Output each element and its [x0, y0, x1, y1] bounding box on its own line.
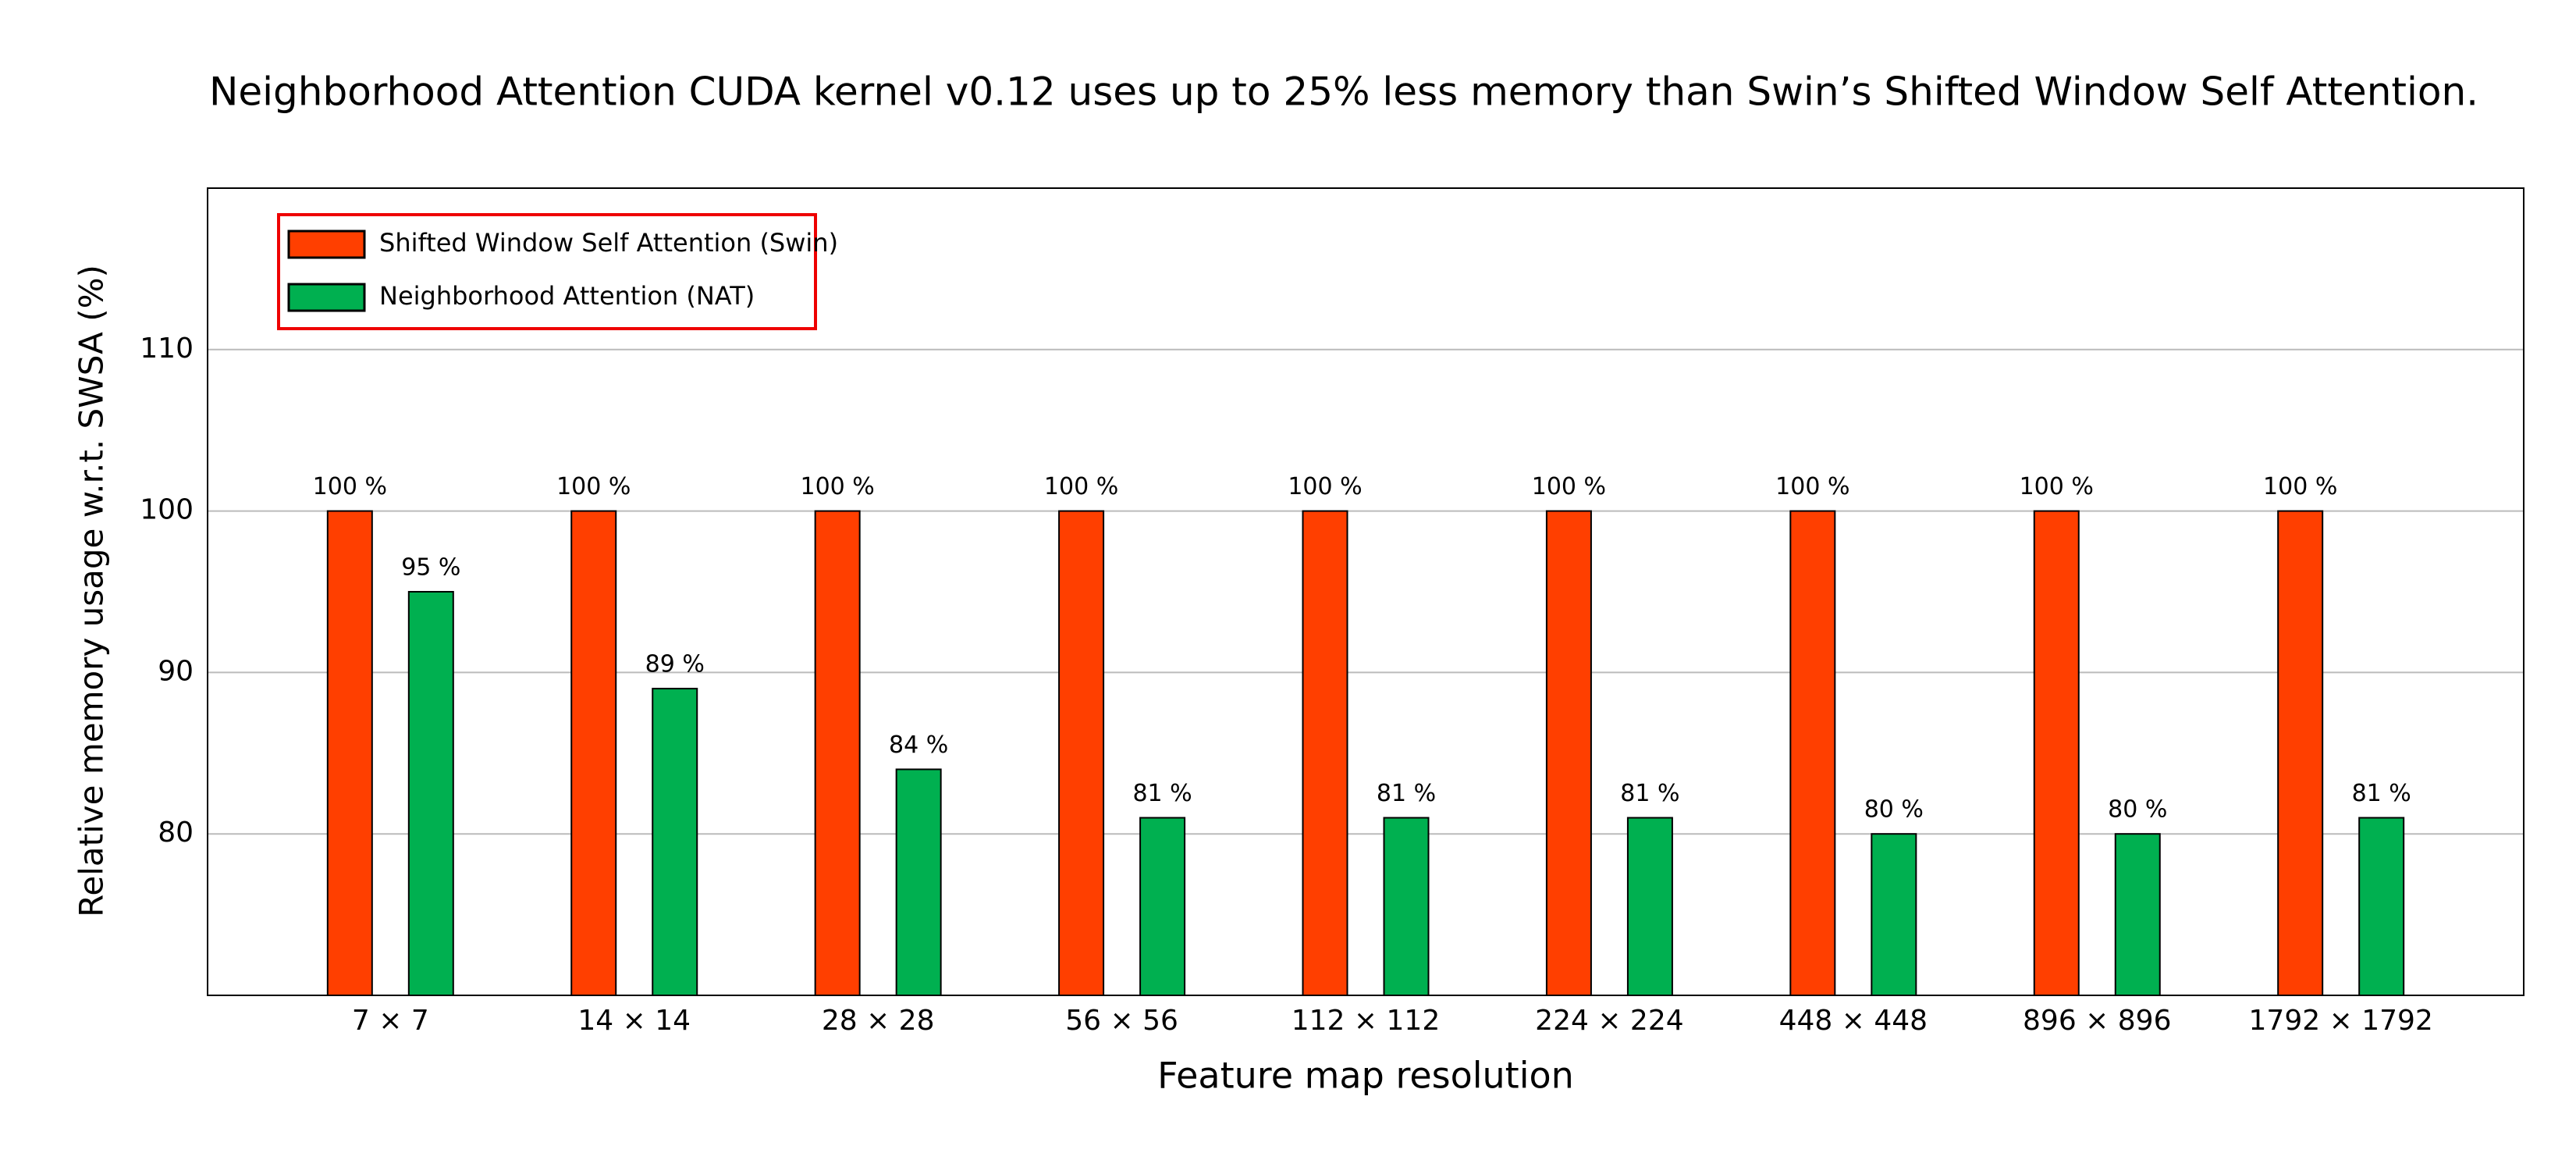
y-axis-title: Relative memory usage w.r.t. SWSA (%) — [73, 265, 111, 917]
bar — [1139, 817, 1186, 997]
bar — [814, 510, 861, 996]
value-label: 81 % — [1620, 780, 1679, 807]
value-label: 100 % — [2020, 473, 2094, 500]
bar — [2277, 510, 2324, 996]
value-label: 95 % — [401, 554, 460, 582]
legend-box — [277, 213, 817, 330]
legend-swatch — [287, 283, 366, 312]
legend-label: Shifted Window Self Attention (Swin) — [379, 228, 838, 258]
legend-label: Neighborhood Attention (NAT) — [379, 281, 755, 311]
x-tick-label: 14 × 14 — [577, 1005, 691, 1037]
x-tick-label: 112 × 112 — [1292, 1005, 1440, 1037]
x-tick-label: 448 × 448 — [1779, 1005, 1928, 1037]
x-tick-label: 1792 × 1792 — [2249, 1005, 2433, 1037]
value-label: 100 % — [313, 473, 387, 500]
bar — [1626, 817, 1673, 997]
x-tick-label: 56 × 56 — [1065, 1005, 1178, 1037]
bar — [570, 510, 617, 996]
value-label: 100 % — [1288, 473, 1362, 500]
value-label: 81 % — [1377, 780, 1436, 807]
y-tick-label: 110 — [140, 333, 194, 365]
bar — [2358, 817, 2405, 997]
value-label: 89 % — [645, 651, 705, 678]
value-label: 100 % — [1044, 473, 1118, 500]
bar — [1302, 510, 1348, 996]
x-tick-label: 7 × 7 — [352, 1005, 429, 1037]
value-label: 100 % — [1775, 473, 1849, 500]
value-label: 80 % — [2108, 796, 2167, 824]
x-tick-label: 28 × 28 — [822, 1005, 935, 1037]
bar — [1058, 510, 1105, 996]
x-tick-label: 224 × 224 — [1535, 1005, 1683, 1037]
bar — [652, 688, 698, 997]
bar — [326, 510, 373, 996]
chart-title: Neighborhood Attention CUDA kernel v0.12… — [209, 69, 2478, 115]
bar — [2033, 510, 2080, 996]
legend-swatch — [287, 230, 366, 259]
value-label: 100 % — [1532, 473, 1606, 500]
y-tick-label: 100 — [140, 494, 194, 526]
y-tick-label: 80 — [158, 817, 194, 849]
bar — [1545, 510, 1592, 996]
bar — [407, 591, 454, 996]
value-label: 80 % — [1864, 796, 1924, 824]
value-label: 100 % — [801, 473, 875, 500]
value-label: 100 % — [556, 473, 631, 500]
bar — [1871, 833, 1917, 996]
value-label: 81 % — [1132, 780, 1192, 807]
x-axis-title: Feature map resolution — [1157, 1055, 1574, 1097]
bar — [1789, 510, 1836, 996]
x-tick-label: 896 × 896 — [2023, 1005, 2171, 1037]
value-label: 84 % — [889, 731, 948, 759]
value-label: 100 % — [2263, 473, 2337, 500]
bar — [2114, 833, 2161, 996]
plot-frame — [207, 187, 2524, 996]
bar — [895, 768, 942, 996]
y-tick-label: 90 — [158, 655, 194, 687]
value-label: 81 % — [2352, 780, 2411, 807]
bar — [1383, 817, 1430, 997]
